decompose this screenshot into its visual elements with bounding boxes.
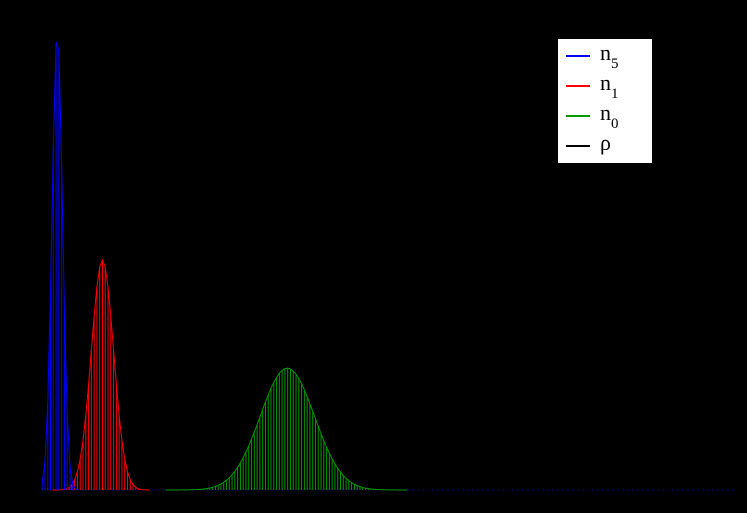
legend-entry-n1: n1	[558, 71, 652, 101]
legend-swatch	[566, 55, 590, 57]
legend-entry-rho: ρ	[558, 131, 652, 161]
legend-label: n0	[600, 100, 619, 132]
legend-swatch	[566, 85, 590, 87]
legend-label: n5	[600, 40, 619, 72]
legend-label: n1	[600, 70, 619, 102]
legend-label: ρ	[600, 130, 611, 156]
legend-entry-n0: n0	[558, 101, 652, 131]
legend-entry-n5: n5	[558, 41, 652, 71]
legend-swatch	[566, 145, 590, 147]
legend-box: n5 n1 n0 ρ	[557, 38, 653, 164]
legend-swatch	[566, 115, 590, 117]
